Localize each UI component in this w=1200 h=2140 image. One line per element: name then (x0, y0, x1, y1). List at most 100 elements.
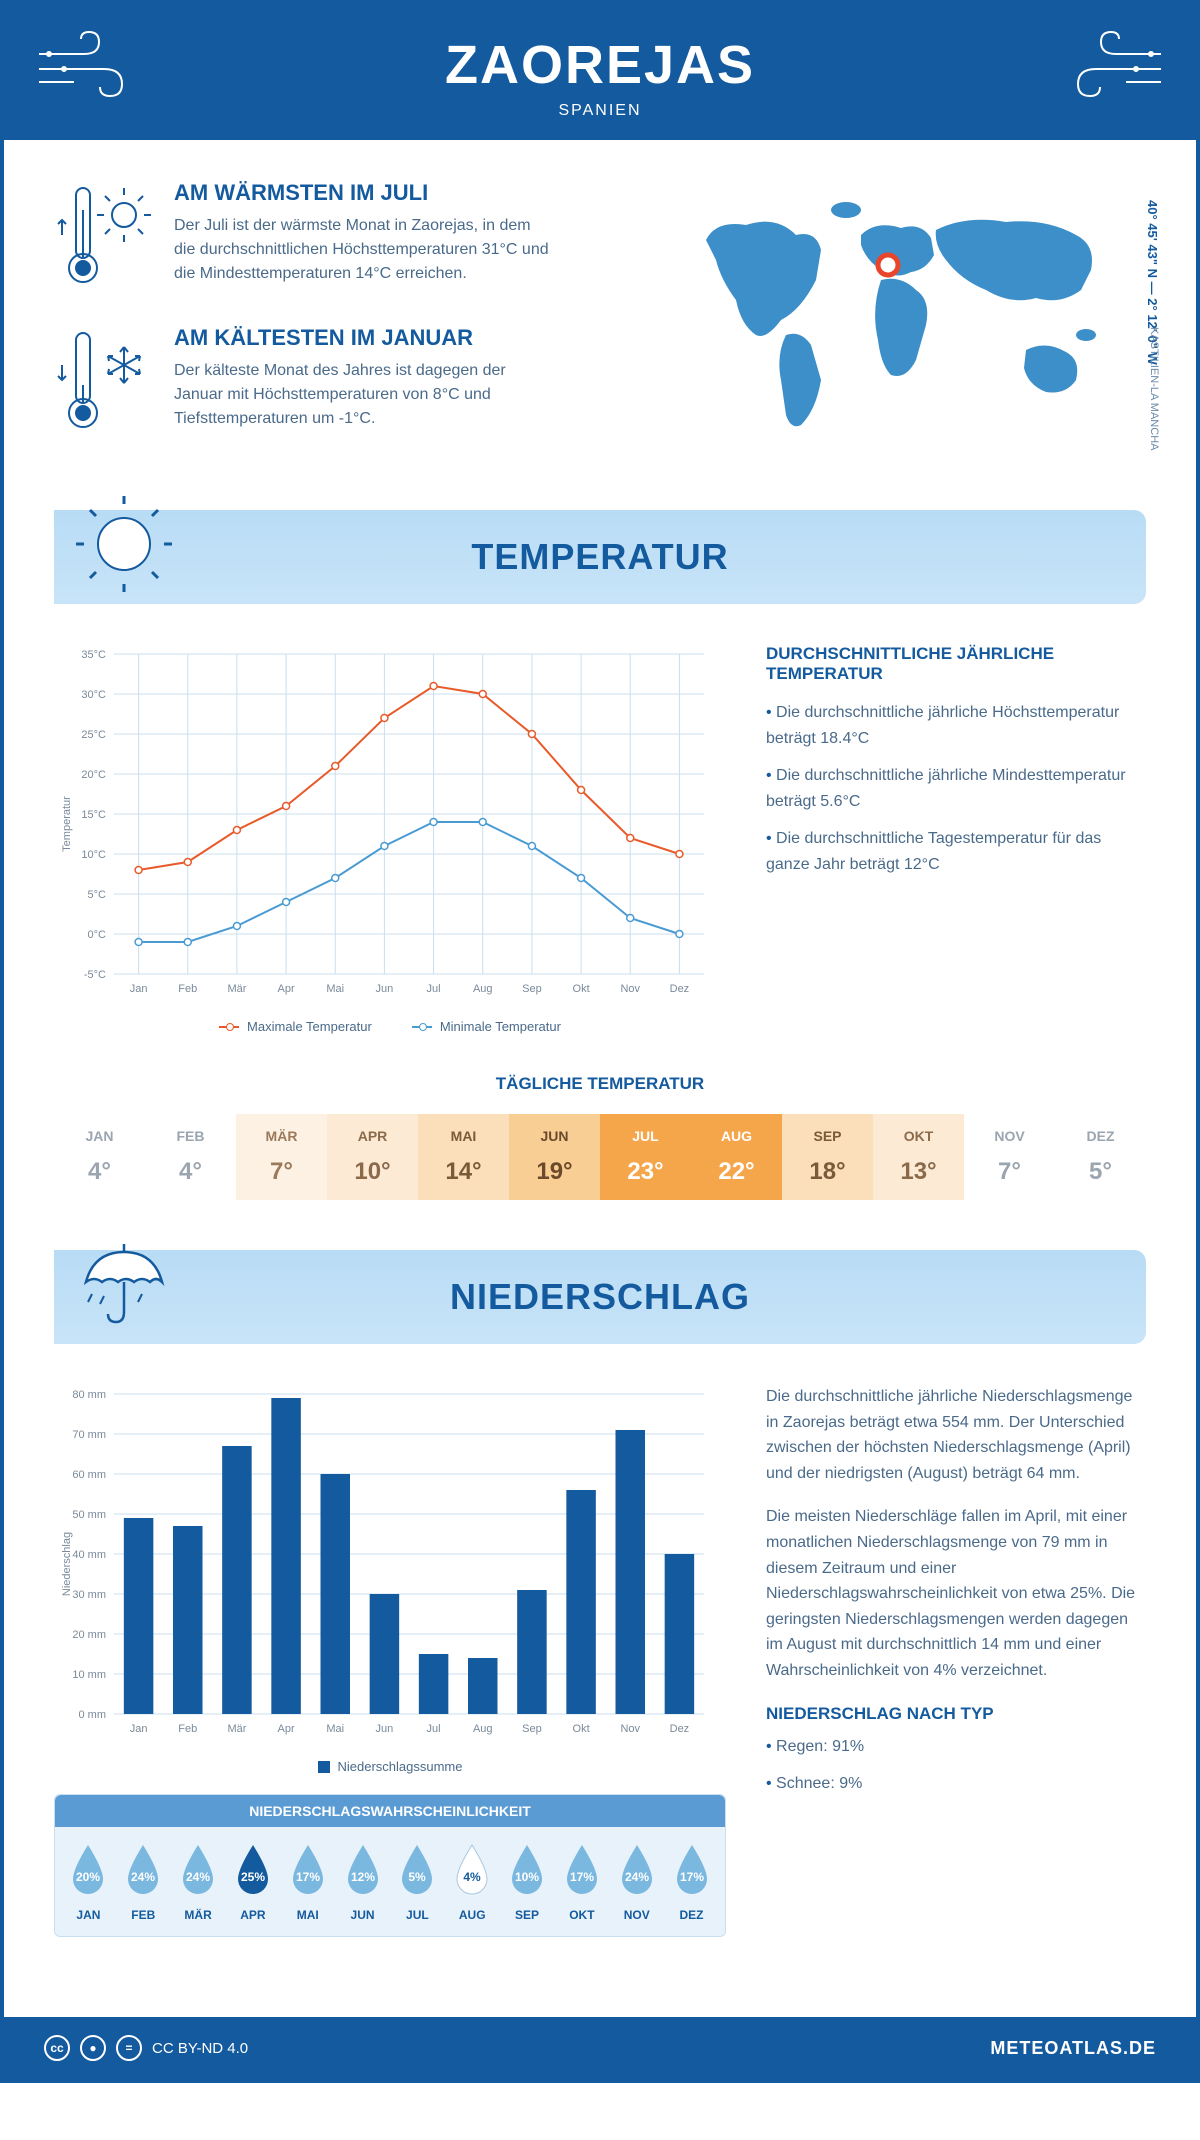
temp-bullet: Die durchschnittliche jährliche Höchstte… (766, 700, 1146, 751)
daily-temp-title: TÄGLICHE TEMPERATUR (54, 1074, 1146, 1094)
svg-text:40 mm: 40 mm (72, 1549, 106, 1561)
svg-text:17%: 17% (680, 1870, 704, 1884)
daily-cell: SEP18° (782, 1114, 873, 1200)
svg-text:17%: 17% (296, 1870, 320, 1884)
wind-icon (1056, 24, 1166, 109)
svg-text:Feb: Feb (178, 1723, 197, 1735)
svg-text:10%: 10% (515, 1870, 539, 1884)
svg-text:Mai: Mai (326, 983, 344, 995)
thermometer-snow-icon (54, 325, 154, 440)
svg-text:12%: 12% (351, 1870, 375, 1884)
warmest-fact: AM WÄRMSTEN IM JULI Der Juli ist der wär… (54, 180, 626, 295)
temperature-chart: -5°C0°C5°C10°C15°C20°C25°C30°C35°CJanFeb… (54, 644, 726, 1034)
svg-text:5°C: 5°C (88, 889, 107, 901)
prob-cell: 12%JUN (335, 1841, 390, 1922)
prob-cell: 5%JUL (390, 1841, 445, 1922)
precipitation-probability: NIEDERSCHLAGSWAHRSCHEINLICHKEIT 20%JAN24… (54, 1794, 726, 1937)
svg-text:Aug: Aug (473, 1723, 493, 1735)
legend-precip: Niederschlagssumme (318, 1759, 463, 1774)
prob-cell: 25%APR (225, 1841, 280, 1922)
prob-cell: 24%NOV (609, 1841, 664, 1922)
svg-text:Apr: Apr (278, 1723, 295, 1735)
svg-text:Jul: Jul (427, 983, 441, 995)
prob-cell: 4%AUG (445, 1841, 500, 1922)
svg-text:70 mm: 70 mm (72, 1429, 106, 1441)
precipitation-chart: 0 mm10 mm20 mm30 mm40 mm50 mm60 mm70 mm8… (54, 1384, 714, 1744)
svg-text:5%: 5% (409, 1870, 427, 1884)
svg-text:Nov: Nov (620, 983, 640, 995)
daily-cell: OKT13° (873, 1114, 964, 1200)
svg-text:10 mm: 10 mm (72, 1669, 106, 1681)
coldest-fact: AM KÄLTESTEN IM JANUAR Der kälteste Mona… (54, 325, 626, 440)
daily-cell: MAI14° (418, 1114, 509, 1200)
svg-text:Dez: Dez (670, 983, 690, 995)
header: ZAOREJAS SPANIEN (4, 4, 1196, 140)
daily-cell: MÄR7° (236, 1114, 327, 1200)
daily-cell: NOV7° (964, 1114, 1055, 1200)
svg-text:15°C: 15°C (81, 809, 106, 821)
svg-text:20%: 20% (76, 1870, 100, 1884)
precipitation-summary: Die durchschnittliche jährliche Niedersc… (766, 1384, 1146, 1937)
svg-text:Apr: Apr (278, 983, 295, 995)
svg-text:Aug: Aug (473, 983, 493, 995)
svg-text:10°C: 10°C (81, 849, 106, 861)
svg-text:4%: 4% (464, 1870, 482, 1884)
svg-text:Nov: Nov (620, 1723, 640, 1735)
infographic-container: ZAOREJAS SPANIEN AM WÄRMSTEN IM JULI Der… (0, 0, 1200, 2083)
svg-text:24%: 24% (186, 1870, 210, 1884)
svg-text:Jun: Jun (376, 1723, 394, 1735)
svg-text:-5°C: -5°C (84, 969, 106, 981)
temp-bullet: Die durchschnittliche jährliche Mindestt… (766, 763, 1146, 814)
footer: cc ● = CC BY-ND 4.0 METEOATLAS.DE (4, 2017, 1196, 2079)
daily-cell: APR10° (327, 1114, 418, 1200)
daily-cell: JAN4° (54, 1114, 145, 1200)
svg-text:30 mm: 30 mm (72, 1589, 106, 1601)
prob-cell: 20%JAN (61, 1841, 116, 1922)
brand: METEOATLAS.DE (990, 2038, 1156, 2059)
intro-section: AM WÄRMSTEN IM JULI Der Juli ist der wär… (54, 180, 1146, 470)
license-text: CC BY-ND 4.0 (152, 2040, 248, 2057)
temperature-banner: TEMPERATUR (54, 510, 1146, 604)
precip-type-item: Schnee: 9% (766, 1771, 1146, 1797)
warmest-title: AM WÄRMSTEN IM JULI (174, 180, 554, 206)
svg-text:Okt: Okt (573, 983, 590, 995)
svg-text:Mär: Mär (227, 1723, 246, 1735)
page-subtitle: SPANIEN (4, 102, 1196, 120)
daily-cell: AUG22° (691, 1114, 782, 1200)
svg-text:20°C: 20°C (81, 769, 106, 781)
svg-text:24%: 24% (625, 1870, 649, 1884)
svg-text:Mär: Mär (227, 983, 246, 995)
svg-text:Temperatur: Temperatur (61, 796, 73, 852)
svg-text:80 mm: 80 mm (72, 1389, 106, 1401)
svg-text:Jan: Jan (130, 1723, 148, 1735)
svg-text:25%: 25% (241, 1870, 265, 1884)
svg-text:Jan: Jan (130, 983, 148, 995)
region-label: KASTILIEN-LA MANCHA (1148, 327, 1160, 450)
prob-cell: 10%SEP (500, 1841, 555, 1922)
daily-cell: JUN19° (509, 1114, 600, 1200)
prob-cell: 17%DEZ (664, 1841, 719, 1922)
svg-text:Feb: Feb (178, 983, 197, 995)
world-map: 40° 45' 43" N — 2° 12' 0" W KASTILIEN-LA… (666, 180, 1146, 470)
nd-icon: = (116, 2035, 142, 2061)
svg-text:30°C: 30°C (81, 689, 106, 701)
svg-text:Dez: Dez (670, 1723, 690, 1735)
svg-text:Sep: Sep (522, 1723, 542, 1735)
coldest-text: Der kälteste Monat des Jahres ist dagege… (174, 359, 554, 431)
by-icon: ● (80, 2035, 106, 2061)
legend-min: .legend-item:nth-child(2) .legend-sw::af… (412, 1019, 561, 1034)
coldest-title: AM KÄLTESTEN IM JANUAR (174, 325, 554, 351)
legend-max: .legend-item:nth-child(1) .legend-sw::af… (219, 1019, 372, 1034)
wind-icon (34, 24, 144, 109)
svg-text:Jun: Jun (376, 983, 394, 995)
svg-text:Sep: Sep (522, 983, 542, 995)
prob-cell: 17%OKT (554, 1841, 609, 1922)
svg-text:35°C: 35°C (81, 649, 106, 661)
thermometer-sun-icon (54, 180, 154, 295)
svg-text:20 mm: 20 mm (72, 1629, 106, 1641)
temperature-summary: DURCHSCHNITTLICHE JÄHRLICHE TEMPERATUR D… (766, 644, 1146, 1034)
svg-text:60 mm: 60 mm (72, 1469, 106, 1481)
temp-bullet: Die durchschnittliche Tagestemperatur fü… (766, 826, 1146, 877)
precipitation-banner: NIEDERSCHLAG (54, 1250, 1146, 1344)
warmest-text: Der Juli ist der wärmste Monat in Zaorej… (174, 214, 554, 286)
